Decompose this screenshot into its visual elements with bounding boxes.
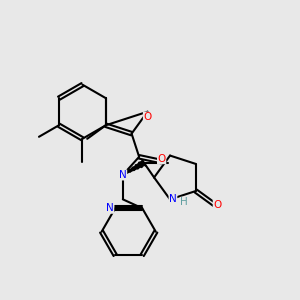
Text: N: N (169, 194, 177, 204)
Polygon shape (123, 160, 145, 175)
Text: N: N (119, 170, 127, 180)
Text: N: N (106, 203, 114, 213)
Text: O: O (158, 154, 166, 164)
Text: O: O (213, 200, 221, 210)
Text: O: O (143, 112, 152, 122)
Text: H: H (180, 197, 188, 207)
